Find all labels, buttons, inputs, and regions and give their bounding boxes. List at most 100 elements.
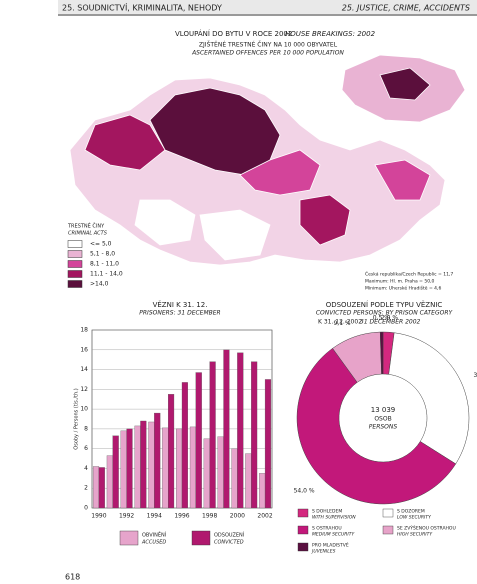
y-tick-label: 14 (80, 366, 88, 373)
y-tick-label: 8 (84, 425, 88, 432)
legend-label: PRO MLADISTVÉ (312, 541, 349, 549)
bar (176, 428, 183, 509)
legend-label: S DOHLEDEM (312, 509, 342, 515)
bar (203, 438, 210, 509)
y-tick-label: 12 (80, 386, 88, 393)
bar (126, 428, 133, 509)
y-tick-label: 6 (84, 445, 88, 452)
legend-label: S DOZOREM (397, 509, 425, 515)
y-tick-label: 2 (84, 485, 88, 492)
bar (106, 455, 113, 509)
bar (195, 372, 202, 509)
y-tick-label: 0 (84, 505, 88, 512)
header-right: 25. JUSTICE, CRIME, ACCIDENTS (342, 4, 470, 13)
legend-label: <= 5,0 (90, 241, 112, 248)
map-stat: Maximum: Hl. m. Praha = 50,0 (365, 279, 434, 285)
bar (259, 473, 266, 509)
map (69, 54, 466, 266)
value-label: 30,7 % (474, 372, 477, 379)
chart-subtitle: CONVICTED PERSONS: BY PRISON CATEGORY (316, 310, 454, 317)
legend-swatch (297, 525, 309, 535)
total-label: 13 039 (371, 406, 396, 414)
x-tick-label: 1992 (119, 513, 134, 520)
map-legend-title: TRESTNÉ ČINY (67, 222, 105, 230)
map-stat: Minimum: Uherské Hradiště = 4,6 (365, 285, 441, 292)
x-tick-label: 1998 (202, 513, 217, 520)
value-label: 0,5 % (373, 315, 390, 322)
bar (209, 361, 216, 509)
legend-label: SE ZVÝŠENOU OSTRAHOU (397, 525, 456, 532)
x-tick-label: 1990 (91, 513, 106, 520)
legend-swatch (191, 530, 211, 546)
map-title: VLOUPÁNÍ DO BYTU V ROCE 2002 (175, 29, 292, 38)
legend-label: 8,1 - 11,0 (90, 261, 119, 268)
legend-label: >14,0 (90, 281, 109, 288)
page-number: 618 (65, 573, 80, 582)
legend-label-en: CONVICTED (214, 540, 244, 546)
map-subtitle-en: ASCERTAINED OFFENCES PER 10 000 POPULATI… (191, 50, 344, 57)
bar (98, 467, 105, 509)
x-tick-label: 2000 (230, 513, 245, 520)
bar (189, 426, 196, 509)
chart-subtitle: PRISONERS: 31 DECEMBER (139, 310, 220, 317)
x-tick-label: 1994 (147, 513, 162, 520)
legend-label: 5,1 - 8,0 (90, 251, 115, 258)
legend-label-en: MEDIUM SECURITY (312, 532, 355, 538)
legend-swatch (297, 542, 309, 552)
bar (92, 466, 100, 509)
map-title-en: HOUSE BREAKINGS: 2002 (285, 30, 376, 38)
legend-swatch (67, 260, 83, 268)
legend-swatch (67, 250, 83, 258)
y-tick-label: 4 (84, 465, 88, 472)
legend-swatch (67, 280, 83, 288)
total-caption: OSOB (374, 416, 391, 423)
value-label: 2,0 % (381, 315, 398, 322)
legend-label-en: JUVENILES (311, 549, 336, 555)
legend-label: 11,1 - 14,0 (90, 271, 123, 278)
bar (245, 453, 252, 509)
legend-label-en: LOW SECURITY (397, 515, 432, 521)
x-tick-label: 2002 (257, 513, 272, 520)
bar (120, 430, 127, 509)
header-band (58, 0, 477, 14)
y-tick-label: 10 (80, 406, 88, 413)
map-stat: Česká republika/Czech Republic = 11,7 (365, 271, 453, 278)
bar (237, 352, 244, 509)
legend-label-en: ACCUSED (141, 540, 166, 546)
legend-label-en: HIGH SECURITY (397, 532, 433, 538)
bar (168, 394, 175, 509)
legend-swatch (67, 270, 83, 278)
legend-swatch (67, 240, 83, 248)
map-subtitle: ZJIŠTĚNÉ TRESTNÉ ČINY NA 10 000 OBYVATEL (199, 41, 338, 49)
y-axis-label: Osoby / Persons (tis./th.) (74, 388, 80, 449)
legend-swatch (382, 508, 394, 518)
bar (140, 420, 147, 509)
total-caption: PERSONS (369, 424, 398, 431)
chart-date-en: 31 DECEMBER 2002 (360, 319, 421, 326)
legend-label: ODSOUZENÍ (214, 532, 245, 539)
y-tick-label: 18 (80, 327, 88, 334)
value-label: 54,0 % (294, 487, 315, 494)
bar (223, 349, 230, 509)
y-tick-label: 16 (80, 346, 88, 353)
x-tick-label: 1996 (174, 513, 189, 520)
bar (251, 361, 258, 509)
bar (217, 436, 224, 509)
legend-swatch (297, 508, 309, 518)
bar (148, 421, 155, 509)
bar (264, 379, 272, 509)
bar (181, 382, 188, 509)
chart-title: ODSOUZENÍ PODLE TYPU VĚZNIC (326, 300, 443, 309)
bar (154, 412, 161, 509)
legend-swatch (382, 525, 394, 535)
legend-label: S OSTRAHOU (312, 526, 342, 532)
donut-segment (388, 332, 470, 465)
bar (134, 425, 141, 509)
bar (162, 427, 169, 509)
bar (231, 448, 238, 509)
value-label: 9,1 % (333, 320, 350, 327)
bar (112, 435, 119, 509)
header-left: 25. SOUDNICTVÍ, KRIMINALITA, NEHODY (62, 2, 222, 13)
donut-segment (379, 331, 384, 375)
